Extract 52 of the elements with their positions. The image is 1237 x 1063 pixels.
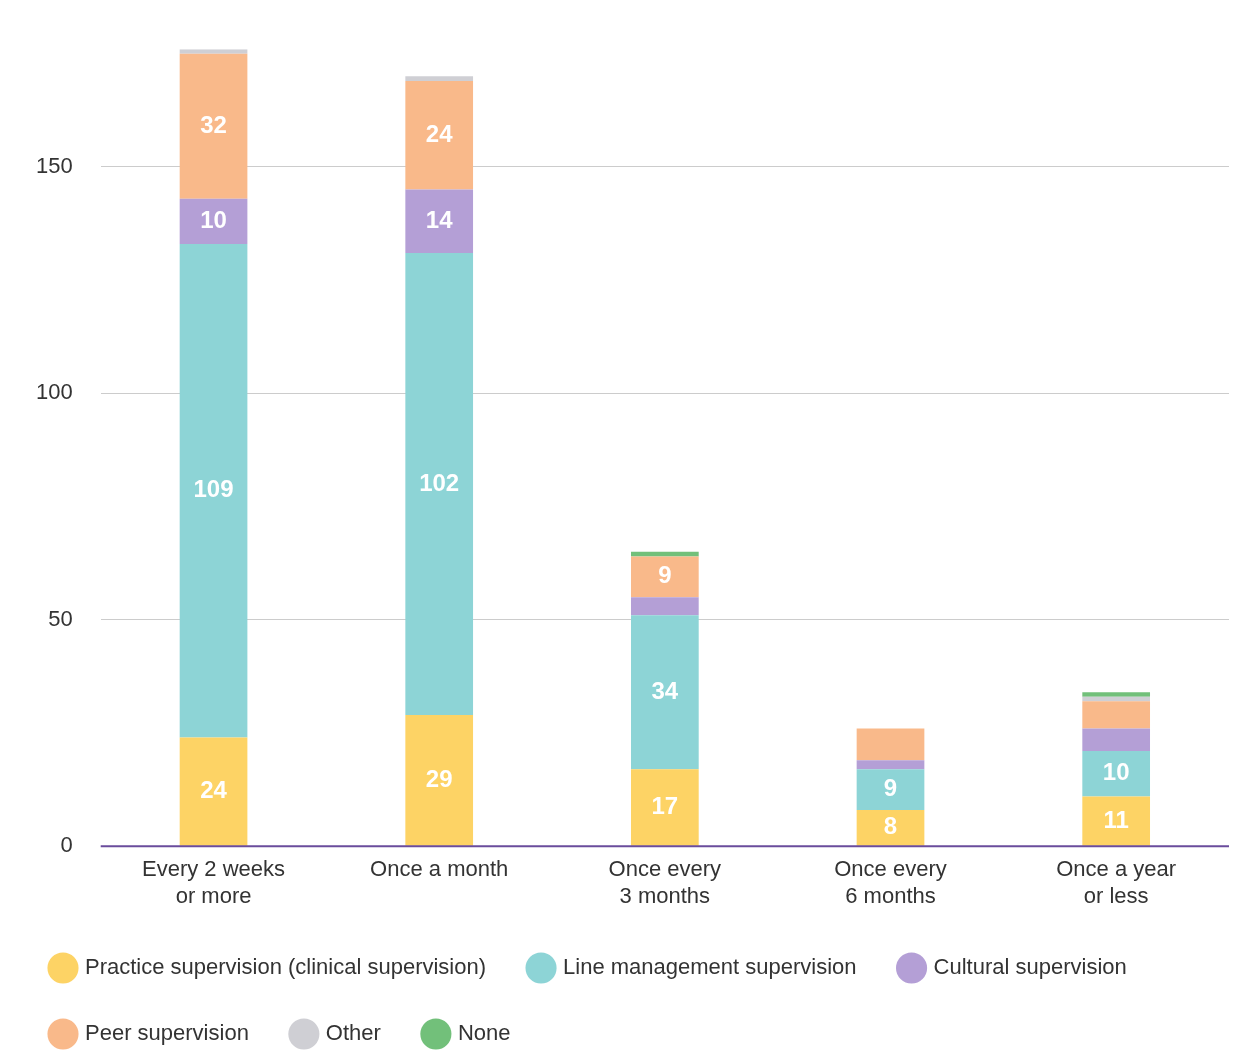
- data-label: 34: [651, 676, 679, 704]
- bar: [179, 243, 248, 738]
- bar: [1082, 751, 1151, 797]
- y-tick-label: 50: [48, 605, 73, 631]
- data-label: 10: [200, 205, 227, 233]
- x-tick-label: Once a month: [370, 856, 509, 882]
- bar: [1082, 796, 1151, 846]
- legend-label: Peer supervision: [85, 1020, 249, 1046]
- y-tick-label: 0: [60, 832, 73, 858]
- x-tick-label: Once a year or less: [1056, 856, 1177, 908]
- bar: [179, 53, 248, 199]
- legend-label: Cultural supervision: [933, 954, 1127, 980]
- x-tick-label: Once every 6 months: [834, 856, 947, 908]
- bar: [179, 737, 248, 846]
- data-label: 24: [425, 119, 454, 147]
- bar: [856, 760, 925, 770]
- bar: [405, 714, 474, 846]
- bar: [405, 252, 474, 715]
- bar: [856, 809, 925, 846]
- bar: [1082, 701, 1151, 729]
- data-label: 14: [425, 205, 454, 233]
- data-label: 24: [200, 776, 228, 804]
- y-tick-label: 150: [35, 153, 73, 178]
- data-label: 9: [658, 561, 672, 589]
- x-tick-label: Every 2 weeks or more: [142, 856, 286, 908]
- bar: [856, 728, 925, 761]
- bar: [631, 615, 699, 770]
- data-label: 102: [419, 468, 460, 496]
- legend-label: None: [457, 1020, 511, 1046]
- data-label: 109: [193, 475, 234, 503]
- data-label: 17: [651, 792, 679, 820]
- data-label: 11: [1103, 805, 1129, 833]
- data-label: 8: [883, 812, 898, 840]
- bar: [631, 769, 699, 846]
- bar: [1082, 692, 1151, 697]
- data-label: 9: [883, 774, 898, 802]
- legend-label: Line management supervision: [563, 954, 857, 980]
- bar: [856, 769, 925, 810]
- bar: [405, 80, 474, 190]
- legend-label: Other: [325, 1020, 381, 1046]
- data-label: 32: [200, 110, 227, 138]
- bar: [631, 597, 699, 616]
- bar: [1082, 728, 1151, 752]
- bar: [405, 189, 474, 253]
- y-tick-label: 100: [35, 379, 73, 405]
- data-label: 10: [1102, 758, 1130, 786]
- bar: [405, 76, 474, 81]
- legend-label: Practice supervision (clinical supervision): [85, 954, 487, 980]
- bar: [179, 198, 248, 244]
- bar: [631, 556, 699, 598]
- data-label: 29: [425, 764, 453, 792]
- x-tick-label: Once every 3 months: [608, 856, 722, 908]
